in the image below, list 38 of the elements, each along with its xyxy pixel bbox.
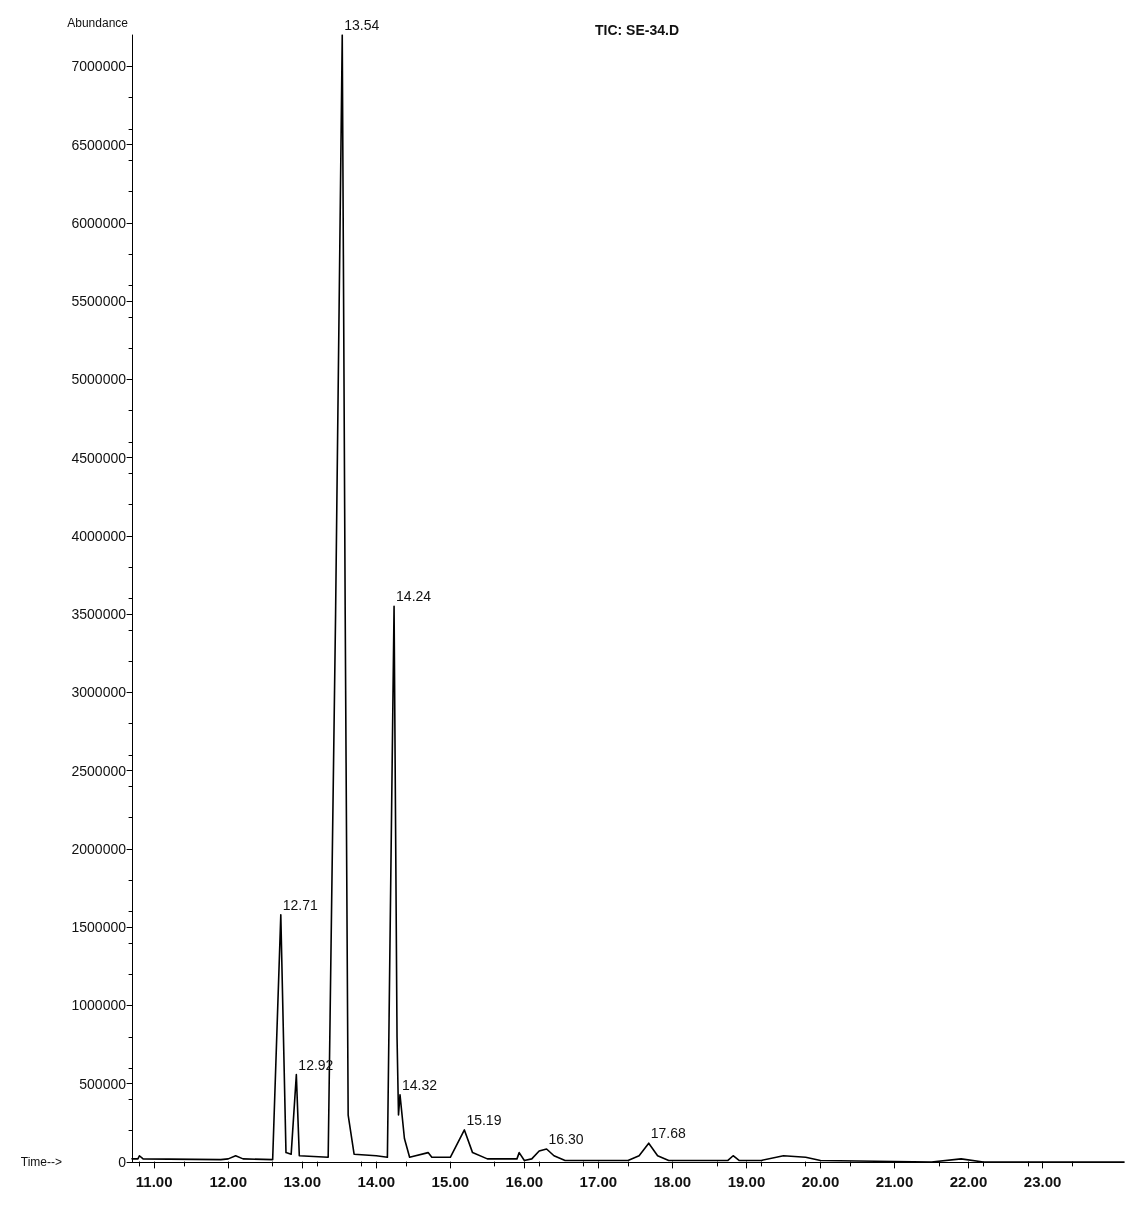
- y-tick-label: 2500000: [71, 762, 127, 779]
- annotation: 14.32: [401, 1076, 438, 1093]
- x-tick-label: 14.00: [357, 1173, 396, 1190]
- x-tick-label: 16.00: [505, 1173, 544, 1190]
- y-tick-label: 0: [118, 1154, 127, 1170]
- y-axis-title: Abundance: [67, 16, 129, 30]
- y-tick-label: 3000000: [71, 684, 127, 701]
- y-tick-label: 5500000: [71, 293, 127, 310]
- x-tick-label: 22.00: [949, 1173, 988, 1190]
- x-tick-label: 15.00: [431, 1173, 470, 1190]
- annotation: 15.19: [466, 1111, 502, 1128]
- annotation: 16.30: [548, 1131, 584, 1148]
- y-tick-label: 4500000: [71, 449, 127, 466]
- annotation: 14.24: [396, 588, 432, 605]
- y-tick-label: 1500000: [71, 919, 127, 936]
- y-tick-label: 6500000: [71, 136, 127, 153]
- chart-title: TIC: SE-34.D: [595, 22, 680, 38]
- x-tick-label: 11.00: [135, 1173, 173, 1190]
- x-tick-label: 23.00: [1023, 1173, 1062, 1190]
- y-tick-label: 3500000: [71, 606, 127, 623]
- x-tick-label: 19.00: [727, 1173, 766, 1190]
- x-tick-label: 17.00: [579, 1173, 618, 1190]
- annotation: 13.54: [344, 17, 380, 33]
- y-tick-label: 2000000: [71, 840, 127, 857]
- x-tick-label: 21.00: [875, 1173, 914, 1190]
- y-tick-label: 500000: [79, 1075, 127, 1092]
- x-axis-title: Time-->: [20, 1155, 62, 1169]
- y-tick-label: 5000000: [71, 371, 127, 388]
- x-tick-label: 12.00: [209, 1173, 248, 1190]
- annotation: 12.71: [282, 896, 319, 913]
- y-tick-label: 7000000: [71, 58, 127, 75]
- annotation: 17.68: [650, 1125, 686, 1142]
- x-tick-label: 20.00: [801, 1173, 840, 1190]
- x-tick-label: 18.00: [653, 1173, 692, 1190]
- y-tick-label: 4000000: [71, 527, 127, 544]
- x-tick-label: 13.00: [283, 1173, 322, 1190]
- y-tick-label: 1000000: [71, 997, 127, 1014]
- y-tick-label: 6000000: [71, 214, 127, 231]
